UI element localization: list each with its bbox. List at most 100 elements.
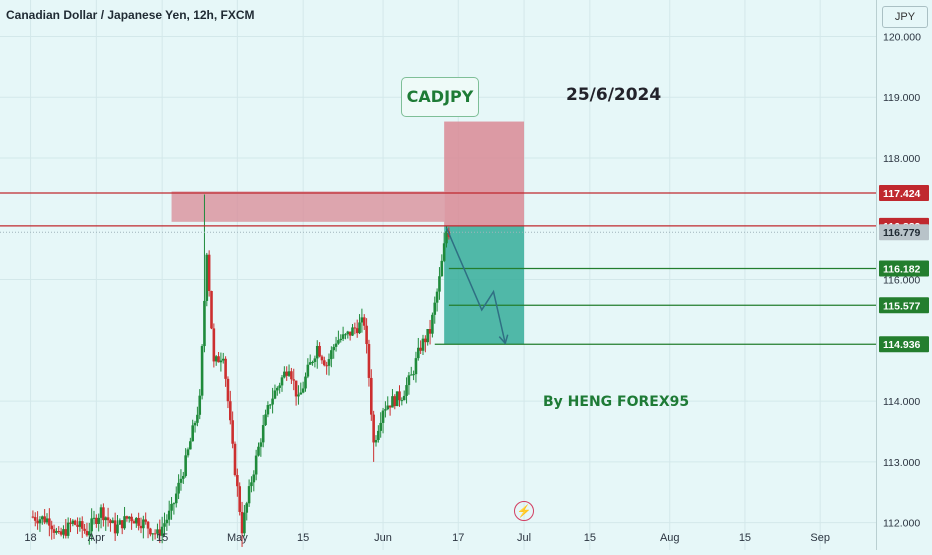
currency-button[interactable]: JPY	[882, 6, 928, 28]
price-axis[interactable]: 112.000 113.000 114.000 116.000 118.000 119.0…	[876, 0, 932, 550]
candle-body	[95, 517, 98, 524]
candle-body	[144, 519, 147, 522]
candle-body	[189, 441, 192, 450]
candle-body	[191, 425, 194, 442]
candle-body	[433, 302, 437, 315]
candle-body	[440, 260, 444, 277]
candle-body	[153, 533, 157, 535]
candle-body	[120, 520, 124, 529]
candle-body	[372, 414, 375, 443]
candle-body	[325, 365, 328, 367]
time-tick-label: 15	[584, 532, 596, 544]
candle-body	[271, 398, 274, 405]
candle-body	[57, 530, 61, 532]
candle-body	[290, 371, 293, 380]
candle-body	[379, 422, 382, 431]
candle-body	[113, 520, 117, 534]
candle-body	[306, 364, 310, 377]
time-tick-label: Aug	[660, 532, 680, 544]
price-label-text: 114.936	[883, 339, 921, 351]
candle-body	[402, 395, 406, 401]
candle-body	[355, 328, 359, 334]
candle-body	[127, 516, 131, 519]
price-label-text: 116.182	[883, 263, 921, 275]
candle-body	[233, 443, 237, 476]
candle-body	[313, 358, 317, 362]
candle-body	[400, 400, 404, 402]
pair-label-box: CADJPY	[401, 77, 479, 117]
candle-body	[50, 525, 53, 530]
candle-body	[229, 401, 232, 421]
candle-body	[193, 422, 197, 426]
candle-body	[414, 358, 418, 375]
price-tick-label: 118.000	[883, 153, 920, 165]
date-label: 25/6/2024	[566, 85, 662, 105]
candle-body	[294, 380, 298, 397]
candle-body	[231, 420, 234, 444]
candle-body	[365, 325, 368, 345]
price-label-box	[879, 297, 929, 314]
candle-body	[90, 518, 93, 532]
candle-body	[337, 340, 340, 344]
candle-body	[393, 396, 397, 407]
candle-body	[48, 518, 51, 526]
candle-body	[151, 533, 155, 535]
candle-body	[139, 525, 143, 529]
time-tick-label: 15	[156, 532, 168, 544]
candle-body	[31, 516, 35, 518]
risk-zone	[444, 121, 525, 226]
candle-body	[41, 516, 44, 520]
candle-body	[358, 322, 361, 334]
candle-body	[280, 377, 284, 386]
candle-body	[308, 362, 312, 365]
candle-body	[388, 405, 392, 408]
candle-body	[226, 378, 230, 402]
candle-body	[346, 331, 350, 335]
candle-body	[80, 521, 84, 529]
candle-body	[59, 531, 63, 535]
candle-body	[318, 345, 321, 357]
candle-body	[78, 521, 82, 527]
author-label: By HENG FOREX95	[543, 394, 690, 410]
candle-body	[266, 405, 270, 415]
candle-body	[243, 512, 246, 534]
candle-body	[109, 520, 112, 524]
candle-body	[149, 528, 152, 535]
candle-body	[257, 446, 260, 456]
lightning-icon[interactable]: ⚡	[514, 501, 534, 521]
price-label-box	[879, 336, 929, 353]
candle-body	[106, 517, 110, 521]
candle-body	[370, 377, 373, 415]
candle-body	[311, 361, 314, 363]
candle-body	[88, 531, 91, 536]
candle-body	[205, 254, 209, 301]
arrow-head	[498, 334, 509, 345]
candle-body	[351, 327, 354, 336]
candle-body	[386, 405, 390, 410]
price-label-text: 116.779	[883, 227, 921, 239]
candle-body	[196, 414, 199, 423]
candle-body	[419, 347, 422, 351]
candle-body	[214, 356, 218, 362]
candle-body	[287, 371, 291, 376]
candle-body	[66, 522, 70, 536]
candle-body	[125, 516, 129, 519]
candle-body	[421, 338, 425, 351]
candle-body	[111, 520, 115, 524]
candle-body	[33, 517, 37, 521]
price-tick-label: 120.000	[883, 31, 921, 43]
candle-body	[315, 345, 319, 359]
price-chart[interactable]: 18 Apr 15 May 15 Jun 17 Jul 15 Aug 15 Sep	[0, 0, 876, 550]
candle-body	[327, 359, 331, 366]
candle-body	[297, 394, 300, 397]
arrow-path	[445, 227, 506, 344]
candle-body	[292, 379, 296, 381]
candle-body	[252, 474, 256, 483]
time-tick-label: Jul	[517, 532, 531, 544]
candle-body	[409, 374, 413, 376]
candles-layer	[31, 194, 451, 547]
candle-body	[238, 486, 241, 512]
candle-body	[45, 518, 49, 523]
candle-body	[167, 510, 171, 520]
chart-title: Canadian Dollar / Japanese Yen, 12h, FXC…	[6, 8, 255, 22]
